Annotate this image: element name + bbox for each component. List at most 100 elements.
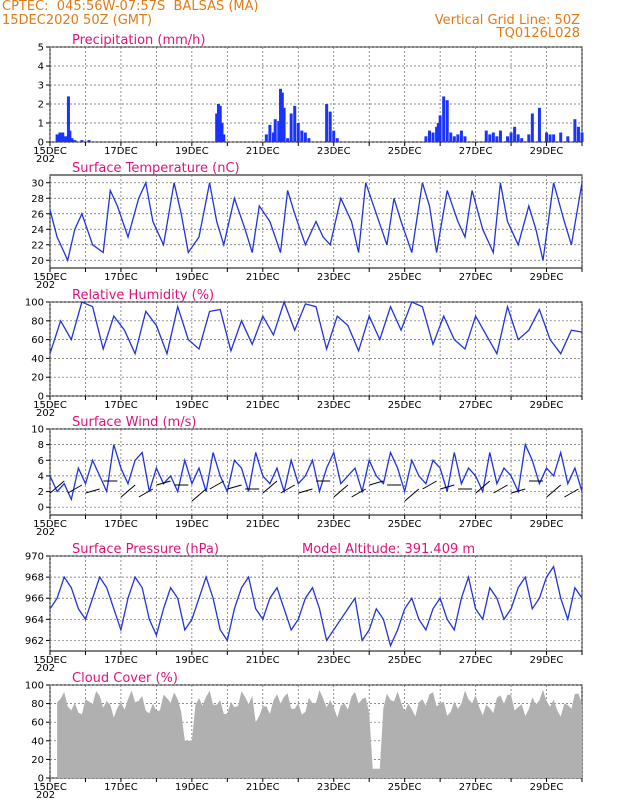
header-date: 15DEC2020 50Z (GMT) (2, 13, 153, 28)
precip-bar (264, 134, 268, 142)
y-tick-label: 4 (38, 62, 44, 73)
x-tick-label: 15DEC (33, 519, 67, 530)
x-tick-label: 27DEC (459, 519, 493, 530)
wind-arrow (546, 484, 562, 498)
precip-bar (293, 105, 297, 142)
precip-bar (431, 132, 435, 142)
precip-bar (552, 134, 556, 142)
y-tick-label: 6 (38, 456, 44, 467)
y-tick-label: 26 (31, 209, 44, 220)
precip-bar (424, 136, 428, 142)
panel-title: Precipitation (mm/h) (72, 33, 205, 48)
x-tick-label: 17DEC (104, 272, 138, 283)
y-tick-label: 100 (25, 298, 44, 309)
x-tick-label: 21DEC (246, 655, 280, 666)
y-tick-label: 22 (31, 240, 44, 251)
x-year-label: 202 (36, 527, 55, 538)
precip-bar (442, 96, 446, 142)
precip-bar (456, 134, 460, 142)
precip-bar (328, 111, 332, 142)
x-year-label: 202 (36, 408, 55, 419)
panel-title: Surface Pressure (hPa) (72, 542, 219, 557)
y-tick-label: 1 (38, 119, 44, 130)
y-tick-label: 30 (31, 178, 44, 189)
panel-frame (49, 46, 583, 143)
precip-bar (216, 104, 220, 142)
y-tick-label: 0 (38, 392, 44, 403)
precip-bar (537, 107, 541, 142)
y-tick-label: 962 (25, 636, 44, 647)
wind-arrow (422, 480, 437, 490)
precip-bar (218, 105, 222, 142)
panel-title: Relative Humidity (%) (72, 288, 214, 303)
precip-bar (296, 123, 300, 142)
precip-bar (445, 100, 449, 142)
y-tick-label: 970 (25, 552, 44, 563)
precip-bar (61, 132, 65, 142)
precip-bar (438, 115, 442, 142)
y-tick-label: 20 (31, 755, 44, 766)
wind-arrow (511, 488, 526, 494)
panel-title: Surface Wind (m/s) (72, 415, 196, 430)
x-tick-label: 17DEC (104, 782, 138, 793)
x-tick-label: 19DEC (175, 146, 209, 157)
y-tick-label: 20 (31, 256, 44, 267)
panel-title: Surface Temperature (nC) (72, 161, 240, 176)
x-tick-label: 29DEC (530, 400, 564, 411)
panel-frame (49, 174, 583, 269)
y-tick-label: 966 (25, 594, 44, 605)
precip-bar (449, 132, 453, 142)
x-tick-label: 25DEC (388, 655, 422, 666)
wind-arrow (280, 484, 295, 494)
wind-arrow (333, 484, 349, 498)
x-tick-label: 17DEC (104, 519, 138, 530)
precip-bar (87, 140, 91, 142)
precip-bar (559, 132, 563, 142)
x-tick-label: 27DEC (459, 655, 493, 666)
y-tick-label: 968 (25, 573, 44, 584)
wind-arrow (564, 488, 579, 498)
wind-arrow (369, 480, 384, 486)
x-tick-label: 23DEC (317, 655, 351, 666)
x-tick-label: 23DEC (317, 272, 351, 283)
series-line (49, 300, 583, 356)
x-tick-label: 25DEC (388, 519, 422, 530)
precip-bar (548, 134, 552, 142)
x-tick-label: 21DEC (246, 146, 280, 157)
y-tick-label: 3 (38, 81, 44, 92)
y-tick-label: 60 (31, 718, 44, 729)
precip-bar (279, 88, 283, 142)
precip-bar (222, 134, 226, 142)
precip-bar (80, 140, 84, 142)
x-tick-label: 29DEC (530, 146, 564, 157)
precip-bar (520, 138, 524, 142)
wind-arrow (138, 488, 154, 498)
precip-bar (452, 136, 456, 142)
precip-bar (332, 130, 336, 142)
x-tick-label: 23DEC (317, 146, 351, 157)
precip-bar (435, 126, 439, 142)
panel-title: Cloud Cover (%) (72, 671, 178, 686)
x-tick-label: 21DEC (246, 782, 280, 793)
precip-bar (282, 107, 286, 142)
precip-bar (289, 113, 293, 142)
wind-arrow (120, 484, 136, 498)
x-tick-label: 25DEC (388, 400, 422, 411)
precip-bar (463, 136, 467, 142)
precip-bar (273, 119, 277, 142)
x-tick-label: 21DEC (246, 400, 280, 411)
x-tick-label: 15DEC (33, 782, 67, 793)
wind-arrow (493, 484, 508, 494)
precip-bar (580, 132, 584, 142)
x-tick-label: 25DEC (388, 272, 422, 283)
precip-bar (303, 132, 307, 142)
y-tick-label: 80 (31, 316, 44, 327)
x-tick-label: 23DEC (317, 519, 351, 530)
precip-bar (530, 113, 534, 142)
precip-bar (527, 134, 531, 142)
x-tick-label: 17DEC (104, 400, 138, 411)
x-tick-label: 23DEC (317, 400, 351, 411)
precip-bar (268, 124, 272, 142)
wind-arrow (351, 488, 366, 498)
